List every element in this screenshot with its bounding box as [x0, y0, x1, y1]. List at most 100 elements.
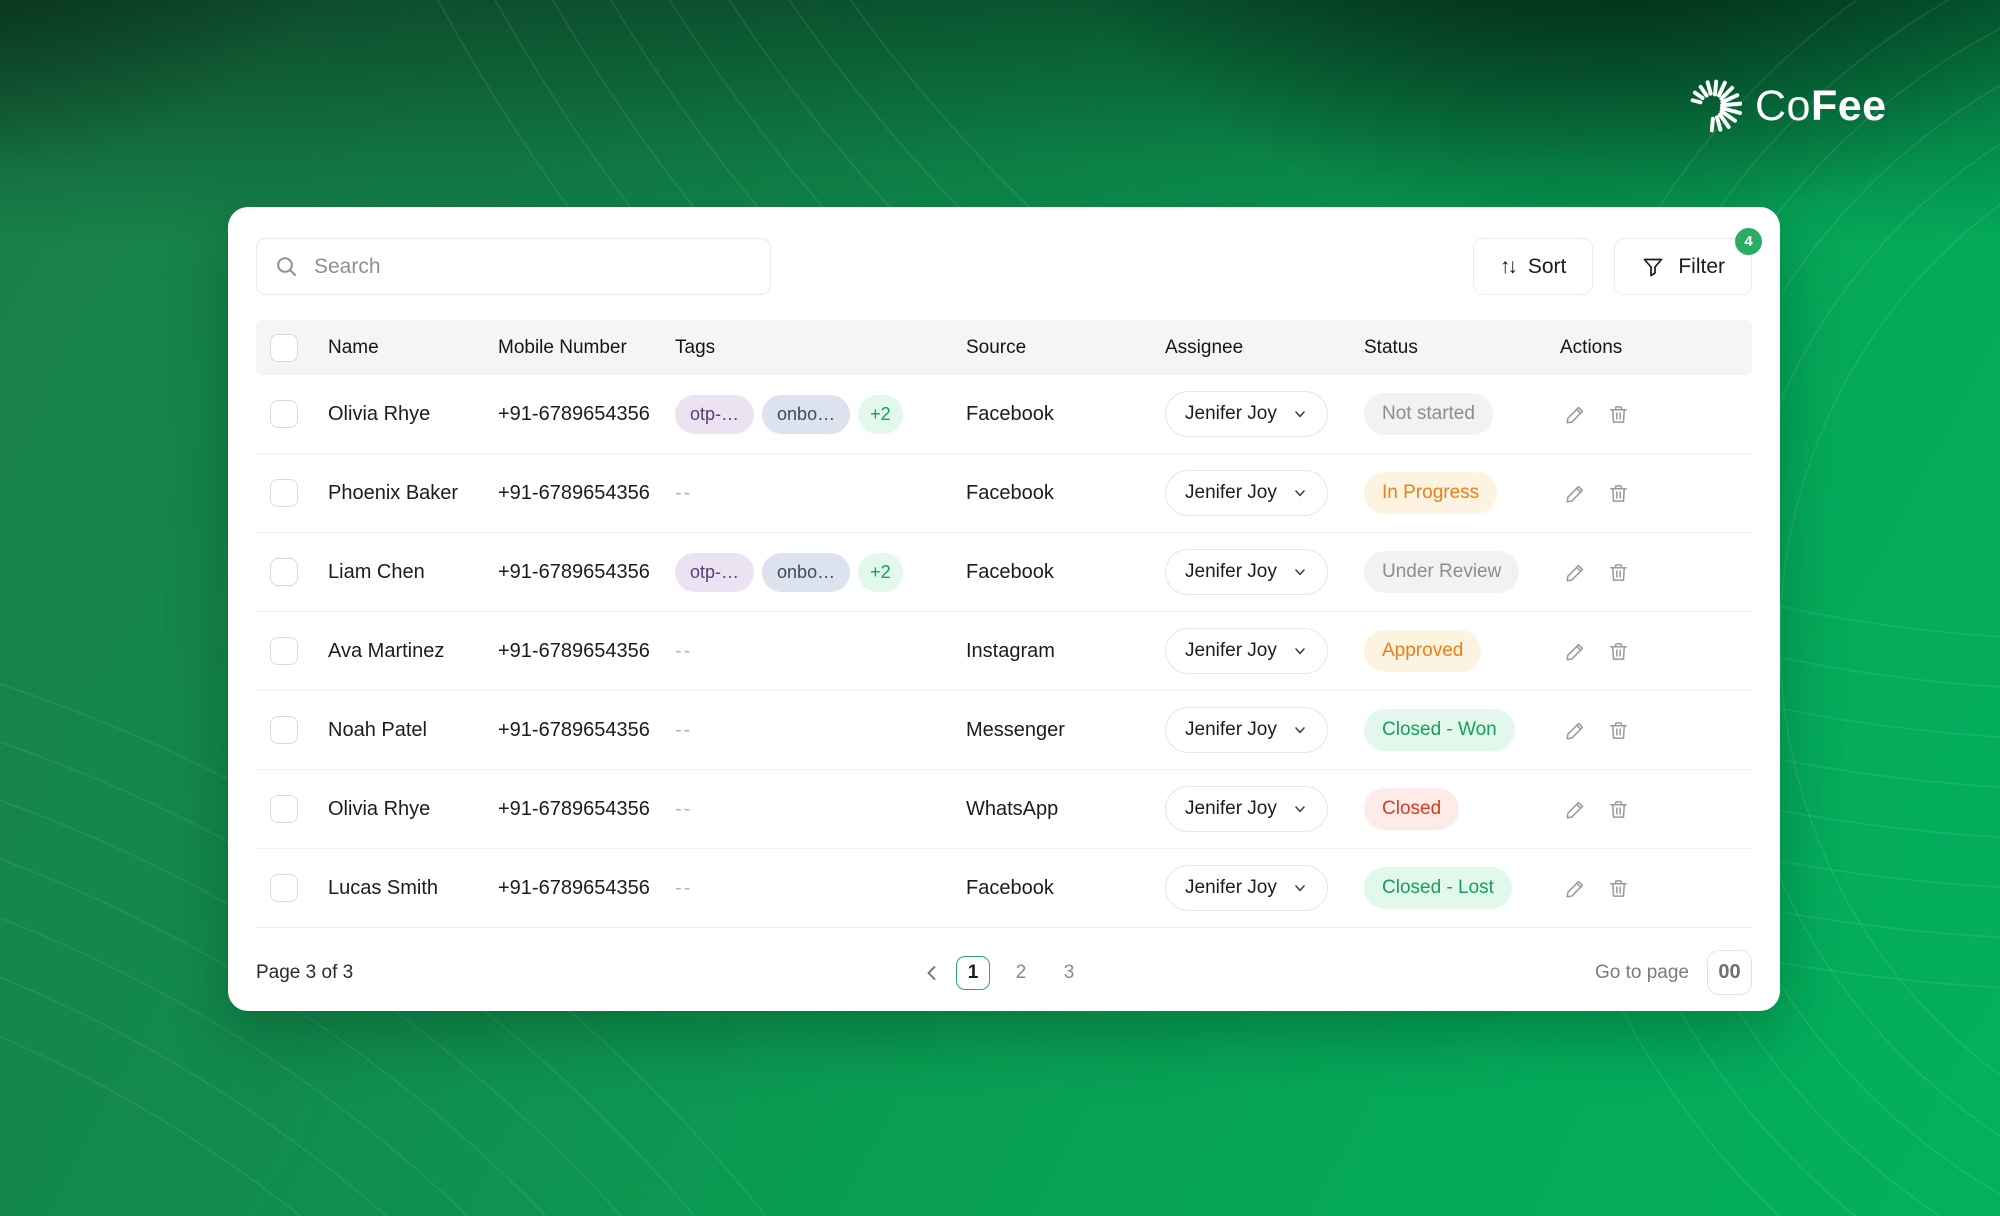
assignee-dropdown[interactable]: Jenifer Joy — [1165, 786, 1328, 832]
table-row: Noah Patel +91-6789654356 -- Messenger J… — [256, 691, 1752, 770]
assignee-dropdown[interactable]: Jenifer Joy — [1165, 865, 1328, 911]
filter-count-badge: 4 — [1735, 228, 1762, 255]
header-assignee: Assignee — [1165, 336, 1244, 358]
header-status: Status — [1364, 336, 1418, 358]
sort-button[interactable]: ↑↓ Sort — [1472, 238, 1594, 295]
lead-mobile: +91-6789654356 — [498, 876, 650, 899]
tag-more-chip[interactable]: +2 — [858, 552, 903, 592]
row-checkbox[interactable] — [270, 558, 298, 586]
header-actions: Actions — [1560, 336, 1623, 358]
table-header: Name Mobile Number Tags Source Assignee … — [256, 320, 1752, 375]
lead-source: Facebook — [966, 402, 1054, 425]
status-badge: Closed — [1364, 788, 1460, 830]
lead-source: Facebook — [966, 481, 1054, 504]
edit-button[interactable] — [1564, 798, 1587, 821]
sort-arrows-icon: ↑↓ — [1499, 254, 1518, 278]
brand-name: CoFee — [1755, 81, 1887, 130]
chevron-down-icon — [1295, 648, 1305, 655]
tag-more-chip[interactable]: +2 — [858, 394, 903, 434]
sort-button-label: Sort — [1527, 254, 1567, 278]
assignee-name: Jenifer Joy — [1185, 640, 1277, 661]
row-checkbox[interactable] — [270, 716, 298, 744]
trash-icon — [1610, 642, 1627, 660]
assignee-dropdown[interactable]: Jenifer Joy — [1165, 628, 1328, 674]
delete-button[interactable] — [1607, 640, 1630, 663]
assignee-name: Jenifer Joy — [1185, 403, 1277, 424]
header-source: Source — [966, 336, 1027, 358]
page-button-1[interactable]: 1 — [956, 955, 990, 990]
table-row: Ava Martinez +91-6789654356 -- Instagram… — [256, 612, 1752, 691]
status-badge: In Progress — [1364, 472, 1498, 514]
lead-mobile: +91-6789654356 — [498, 481, 650, 504]
edit-button[interactable] — [1564, 719, 1587, 742]
search-input[interactable] — [312, 253, 752, 280]
trash-icon — [1610, 800, 1627, 818]
search-icon — [277, 257, 296, 276]
assignee-name: Jenifer Joy — [1185, 719, 1277, 740]
edit-button[interactable] — [1564, 482, 1587, 505]
lead-name: Noah Patel — [328, 718, 427, 741]
delete-button[interactable] — [1607, 561, 1630, 584]
pencil-icon — [1566, 722, 1584, 740]
delete-button[interactable] — [1607, 719, 1630, 742]
lead-tags: -- — [675, 877, 966, 900]
filter-button[interactable]: Filter 4 — [1614, 228, 1762, 295]
row-checkbox[interactable] — [270, 400, 298, 428]
table-row: Liam Chen +91-6789654356 otp-… onbo… +2 Fa… — [256, 533, 1752, 612]
lead-mobile: +91-6789654356 — [498, 797, 650, 820]
assignee-name: Jenifer Joy — [1185, 877, 1277, 898]
edit-button[interactable] — [1564, 561, 1587, 584]
delete-button[interactable] — [1607, 798, 1630, 821]
edit-button[interactable] — [1564, 640, 1587, 663]
empty-tags: -- — [675, 481, 693, 504]
tag-chip: otp-… — [675, 394, 755, 434]
assignee-dropdown[interactable]: Jenifer Joy — [1165, 707, 1328, 753]
pencil-icon — [1566, 801, 1584, 819]
filter-button-label: Filter — [1678, 254, 1725, 278]
row-checkbox[interactable] — [270, 795, 298, 823]
empty-tags: -- — [675, 639, 693, 662]
header-tags: Tags — [675, 336, 716, 358]
goto-page-input[interactable] — [1707, 950, 1752, 995]
row-checkbox[interactable] — [270, 637, 298, 665]
goto-page-label: Go to page — [1594, 961, 1689, 983]
lead-tags: -- — [675, 482, 966, 505]
status-badge: Under Review — [1364, 551, 1520, 593]
lead-mobile: +91-6789654356 — [498, 560, 650, 583]
empty-tags: -- — [675, 718, 693, 741]
lead-source: Facebook — [966, 876, 1054, 899]
lead-tags: otp-… onbo… +2 — [675, 394, 966, 434]
row-checkbox[interactable] — [270, 874, 298, 902]
lead-tags: -- — [675, 719, 966, 742]
header-name: Name — [328, 336, 379, 358]
tag-chip: otp-… — [675, 552, 755, 592]
row-checkbox[interactable] — [270, 479, 298, 507]
filter-funnel-icon — [1643, 258, 1663, 276]
edit-button[interactable] — [1564, 403, 1587, 426]
lead-tags: -- — [675, 640, 966, 663]
delete-button[interactable] — [1607, 403, 1630, 426]
chevron-down-icon — [1295, 727, 1305, 734]
search-box — [256, 238, 771, 295]
chevron-down-icon — [1295, 490, 1305, 497]
delete-button[interactable] — [1607, 877, 1630, 900]
assignee-dropdown[interactable]: Jenifer Joy — [1165, 549, 1328, 595]
brand-swirl-icon — [1690, 79, 1742, 133]
assignee-dropdown[interactable]: Jenifer Joy — [1165, 391, 1328, 437]
delete-button[interactable] — [1607, 482, 1630, 505]
page-button-2[interactable]: 2 — [1004, 956, 1038, 990]
pencil-icon — [1566, 485, 1584, 503]
tag-chip: onbo… — [762, 394, 851, 434]
table-row: Olivia Rhye +91-6789654356 otp-… onbo… +2 … — [256, 375, 1752, 454]
page-button-3[interactable]: 3 — [1052, 956, 1086, 990]
lead-tags: -- — [675, 798, 966, 821]
lead-source: Messenger — [966, 718, 1065, 741]
previous-page-button[interactable] — [922, 963, 942, 983]
assignee-dropdown[interactable]: Jenifer Joy — [1165, 470, 1328, 516]
select-all-checkbox[interactable] — [270, 333, 298, 362]
pencil-icon — [1566, 406, 1584, 424]
edit-button[interactable] — [1564, 877, 1587, 900]
lead-source: WhatsApp — [966, 797, 1059, 820]
